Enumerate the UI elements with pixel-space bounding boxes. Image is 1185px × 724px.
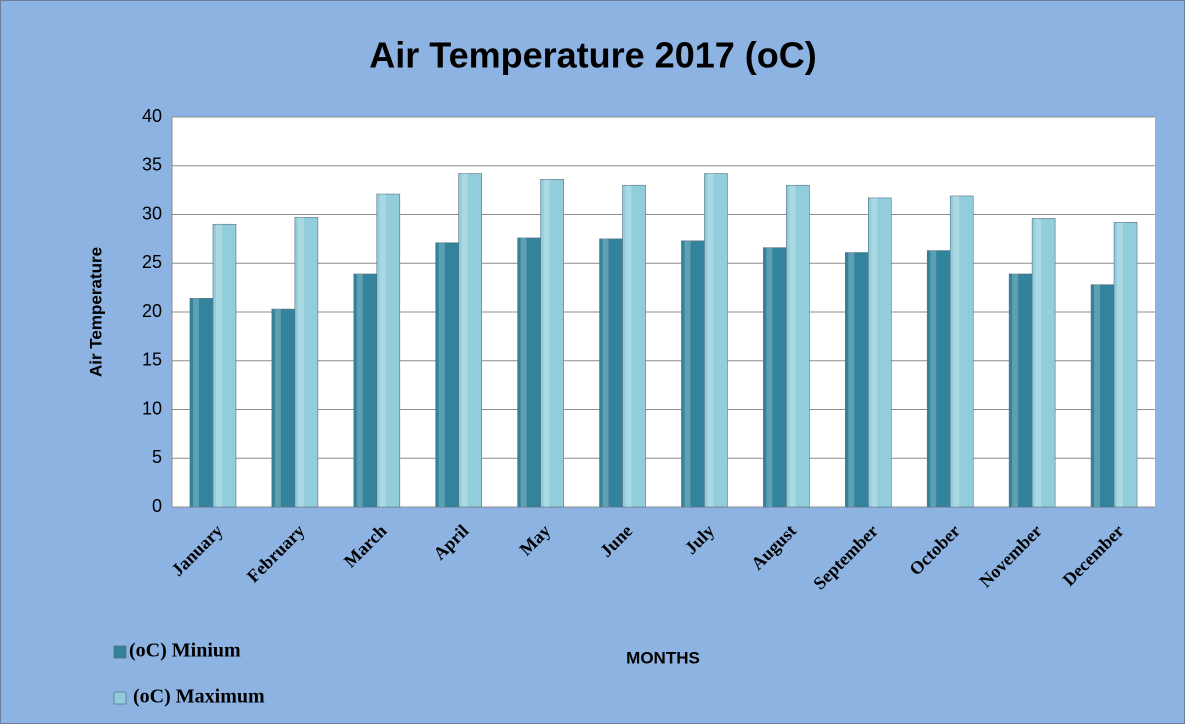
bar-highlight xyxy=(789,185,796,507)
bar-highlight xyxy=(625,185,632,507)
bar xyxy=(1113,222,1138,508)
bar-highlight xyxy=(930,250,937,507)
y-tick-label: 30 xyxy=(142,203,162,223)
legend-label: (oC) Minium xyxy=(129,640,241,662)
bar-highlight xyxy=(215,224,222,507)
bar-highlight xyxy=(684,240,691,507)
y-tick-label: 10 xyxy=(142,398,162,418)
bar-highlight xyxy=(438,242,445,507)
bar-highlight xyxy=(871,197,878,508)
y-tick-label: 5 xyxy=(152,447,162,467)
bar xyxy=(704,173,728,508)
bar-highlight xyxy=(953,195,960,507)
y-tick-label: 25 xyxy=(142,252,162,272)
bar-highlight xyxy=(1117,222,1124,508)
bar-highlight xyxy=(848,252,855,507)
y-tick-label: 0 xyxy=(152,496,162,516)
bar xyxy=(540,179,564,508)
legend-swatch xyxy=(113,691,127,705)
bar-highlight xyxy=(297,217,304,508)
bar xyxy=(1031,218,1056,508)
bar xyxy=(949,195,974,508)
bar xyxy=(294,217,319,508)
bar-highlight xyxy=(1035,218,1042,507)
bar-highlight xyxy=(766,247,773,507)
y-tick-label: 15 xyxy=(142,350,162,370)
bar-highlight xyxy=(461,173,468,508)
bar xyxy=(458,173,483,508)
y-tick-label: 35 xyxy=(142,155,162,175)
legend-label: (oC) Maximum xyxy=(133,686,265,708)
y-tick-label: 20 xyxy=(142,301,162,321)
bar-highlight xyxy=(1012,273,1019,507)
bar-highlight xyxy=(379,194,386,507)
bar-highlight xyxy=(274,309,281,507)
bar-highlight xyxy=(543,179,550,507)
bar-highlight xyxy=(192,298,199,507)
y-tick-label: 40 xyxy=(142,106,162,126)
bar-highlight xyxy=(707,173,714,508)
bar xyxy=(622,184,646,508)
chart-title: Air Temperature 2017 (oC) xyxy=(369,35,816,76)
bar-highlight xyxy=(520,237,527,507)
bar xyxy=(376,193,401,508)
bar-highlight xyxy=(602,238,609,507)
bar xyxy=(786,184,810,508)
bar-highlight xyxy=(356,273,363,507)
y-axis-label: Air Temperature xyxy=(86,247,105,377)
bar-highlight xyxy=(1094,284,1101,507)
bar xyxy=(212,223,237,508)
x-axis-label: MONTHS xyxy=(626,648,700,667)
bar xyxy=(867,197,892,508)
legend-swatch xyxy=(113,645,127,659)
